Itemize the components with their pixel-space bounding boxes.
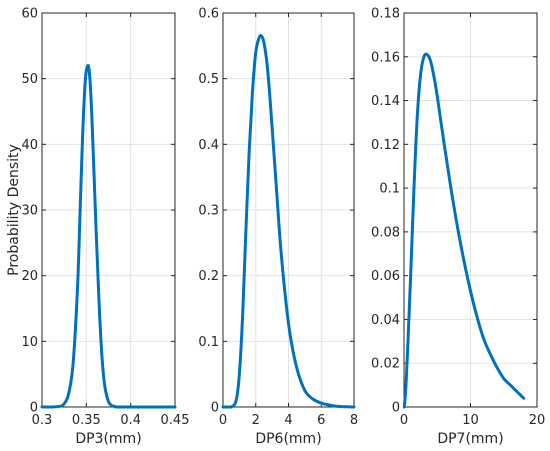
y-tick-label: 0	[392, 401, 400, 416]
y-tick-label: 0.2	[198, 269, 219, 284]
y-tick-label: 0	[30, 401, 38, 416]
y-tick-label: 0.12	[371, 138, 400, 153]
x-tick-label: 20	[529, 413, 546, 428]
x-tick-label: 4	[284, 413, 292, 428]
y-tick-label: 0.1	[379, 182, 400, 197]
x-tick-label: 2	[252, 413, 260, 428]
y-tick-label: 20	[21, 269, 38, 284]
x-tick-label: 0	[400, 413, 408, 428]
series-line	[402, 52, 526, 409]
y-tick-label: 40	[21, 138, 38, 153]
x-tick-label: 8	[350, 413, 358, 428]
y-tick-label: 0	[211, 401, 219, 416]
x-tick-label: 6	[317, 413, 325, 428]
chart-panel-1: 0.3 0.35 0.4 0.45 0 10 20 30 40 50 60 DP3(mm) Probab…	[6, 7, 189, 448]
y-tick-label: 60	[21, 7, 38, 22]
y-tick-label: 0.04	[371, 313, 400, 328]
x-tick-label: 0.3	[32, 413, 53, 428]
x-axis-label: DP7(mm)	[437, 431, 503, 447]
y-tick-label: 0.18	[371, 7, 400, 22]
y-axis-label: Probability Density	[6, 144, 22, 276]
y-tick-label: 0.16	[371, 50, 400, 65]
series-line	[40, 64, 177, 409]
x-tick-label: 0.4	[120, 413, 141, 428]
x-tick-label: 0.35	[72, 413, 101, 428]
y-tick-label: 50	[21, 72, 38, 87]
y-tick-label: 0.3	[198, 204, 219, 219]
x-tick-label: 10	[462, 413, 479, 428]
y-tick-label: 30	[21, 204, 38, 219]
chart-panel-3: 0 10 20 0 0.02 0.04 0.06 0.08 0.1 0.12 0.14 0.16 0.1…	[371, 7, 545, 448]
y-tick-label: 0.14	[371, 94, 400, 109]
y-tick-label: 0.6	[198, 7, 219, 22]
y-tick-label: 0.06	[371, 269, 400, 284]
x-tick-label: 0.45	[161, 413, 190, 428]
x-tick-label: 0	[219, 413, 227, 428]
y-tick-label: 0.08	[371, 225, 400, 240]
x-axis-label: DP6(mm)	[255, 431, 321, 447]
y-tick-label: 0.1	[198, 335, 219, 350]
chart-panels: 0.3 0.35 0.4 0.450102030405060DP3(mm)Probab…	[6, 7, 545, 448]
series-line	[221, 34, 356, 409]
y-tick-label: 10	[21, 335, 38, 350]
y-tick-label: 0.4	[198, 138, 219, 153]
y-tick-label: 0.02	[371, 357, 400, 372]
y-tick-label: 0.5	[198, 72, 219, 87]
x-axis-label: DP3(mm)	[75, 431, 141, 447]
chart-panel-2: 0 2 4 6 8 0 0.1 0.2 0.3 0.4 0.5 0.6 DP6(mm)	[198, 7, 358, 448]
